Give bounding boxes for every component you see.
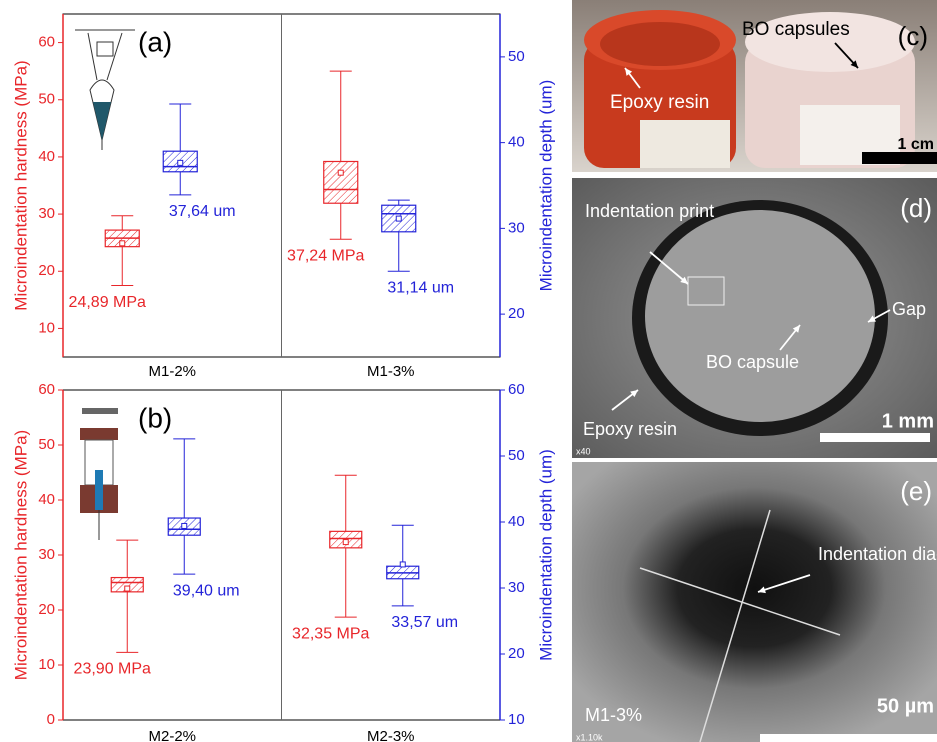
y2-tick-label: 20 [508, 645, 525, 662]
mean-label: 37,24 MPa [287, 247, 364, 264]
photo-label: x40 [576, 446, 591, 456]
figure: 10 20 30 40 50 60 20 30 40 50 Microindentation har… [0, 0, 937, 742]
photo-label: 1 mm [882, 410, 934, 432]
photo-label: x1.10k [576, 732, 603, 742]
y2-tick-label: 10 [508, 711, 525, 728]
box [324, 161, 358, 203]
photo-label: Indentation diagonals [818, 544, 937, 564]
y-tick-label: 30 [38, 546, 55, 563]
mean-label: 32,35 MPa [292, 625, 369, 642]
photo-label: (d) [900, 193, 932, 223]
photo-label: BO capsule [706, 352, 799, 372]
icon-press [80, 408, 118, 540]
photo-label: Epoxy resin [610, 92, 709, 113]
photo-label: BO capsules [742, 19, 850, 40]
mean [338, 170, 343, 175]
mean [396, 216, 401, 221]
y-tick-label: 20 [38, 262, 55, 279]
y-tick-label: 40 [38, 148, 55, 165]
mean [178, 160, 183, 165]
mean-label: 23,90 MPa [74, 661, 151, 678]
y-tick-label: 20 [38, 601, 55, 618]
y2-tick-label: 20 [508, 305, 525, 322]
x-tick-label: M2-3% [367, 728, 415, 742]
y2-tick-label: 30 [508, 219, 525, 236]
y2-tick-label: 50 [508, 48, 525, 65]
y2-axis-label: Microindentation depth (um) [536, 449, 555, 661]
panel-label: (a) [138, 26, 172, 57]
y2-axis-label: Microindentation depth (um) [536, 80, 555, 292]
y-tick-label: 50 [38, 91, 55, 108]
y-tick-label: 10 [38, 319, 55, 336]
mean [125, 586, 130, 591]
mean [400, 562, 405, 567]
y2-tick-label: 40 [508, 134, 525, 151]
photo-label: 1 cm [898, 136, 934, 153]
icon-pendulum [75, 30, 135, 150]
y2-tick-label: 50 [508, 447, 525, 464]
y-axis-label: Microindentation hardness (MPa) [11, 60, 30, 310]
mean-label: 24,89 MPa [69, 294, 146, 311]
y-tick-label: 60 [38, 381, 55, 398]
y2-tick-label: 40 [508, 513, 525, 530]
photo-label: M1-3% [585, 705, 642, 725]
mean [182, 523, 187, 528]
photo-label: Gap [892, 299, 926, 319]
y-tick-label: 50 [38, 436, 55, 453]
y2-tick-label: 60 [508, 381, 525, 398]
y-axis-label: Microindentation hardness (MPa) [11, 430, 30, 680]
y-tick-label: 10 [38, 656, 55, 673]
photo-label: 50 µm [877, 695, 934, 717]
x-tick-label: M1-2% [148, 363, 196, 380]
photo-label: (e) [900, 476, 932, 506]
y-tick-label: 30 [38, 205, 55, 222]
mean-label: 31,14 um [387, 279, 454, 296]
mean [120, 241, 125, 246]
photo-label: (c) [898, 21, 928, 51]
x-tick-label: M1-3% [367, 363, 415, 380]
photo-label: Epoxy resin [583, 419, 677, 439]
photo-label: Indentation print [585, 201, 714, 221]
y-tick-label: 60 [38, 34, 55, 51]
mean-label: 37,64 um [169, 203, 236, 220]
x-tick-label: M2-2% [148, 728, 196, 742]
y-tick-label: 0 [47, 711, 55, 728]
mean [343, 540, 348, 545]
panel-label: (b) [138, 402, 172, 433]
mean-label: 39,40 um [173, 582, 240, 599]
y2-tick-label: 30 [508, 579, 525, 596]
y-tick-label: 40 [38, 491, 55, 508]
mean-label: 33,57 um [391, 614, 458, 631]
